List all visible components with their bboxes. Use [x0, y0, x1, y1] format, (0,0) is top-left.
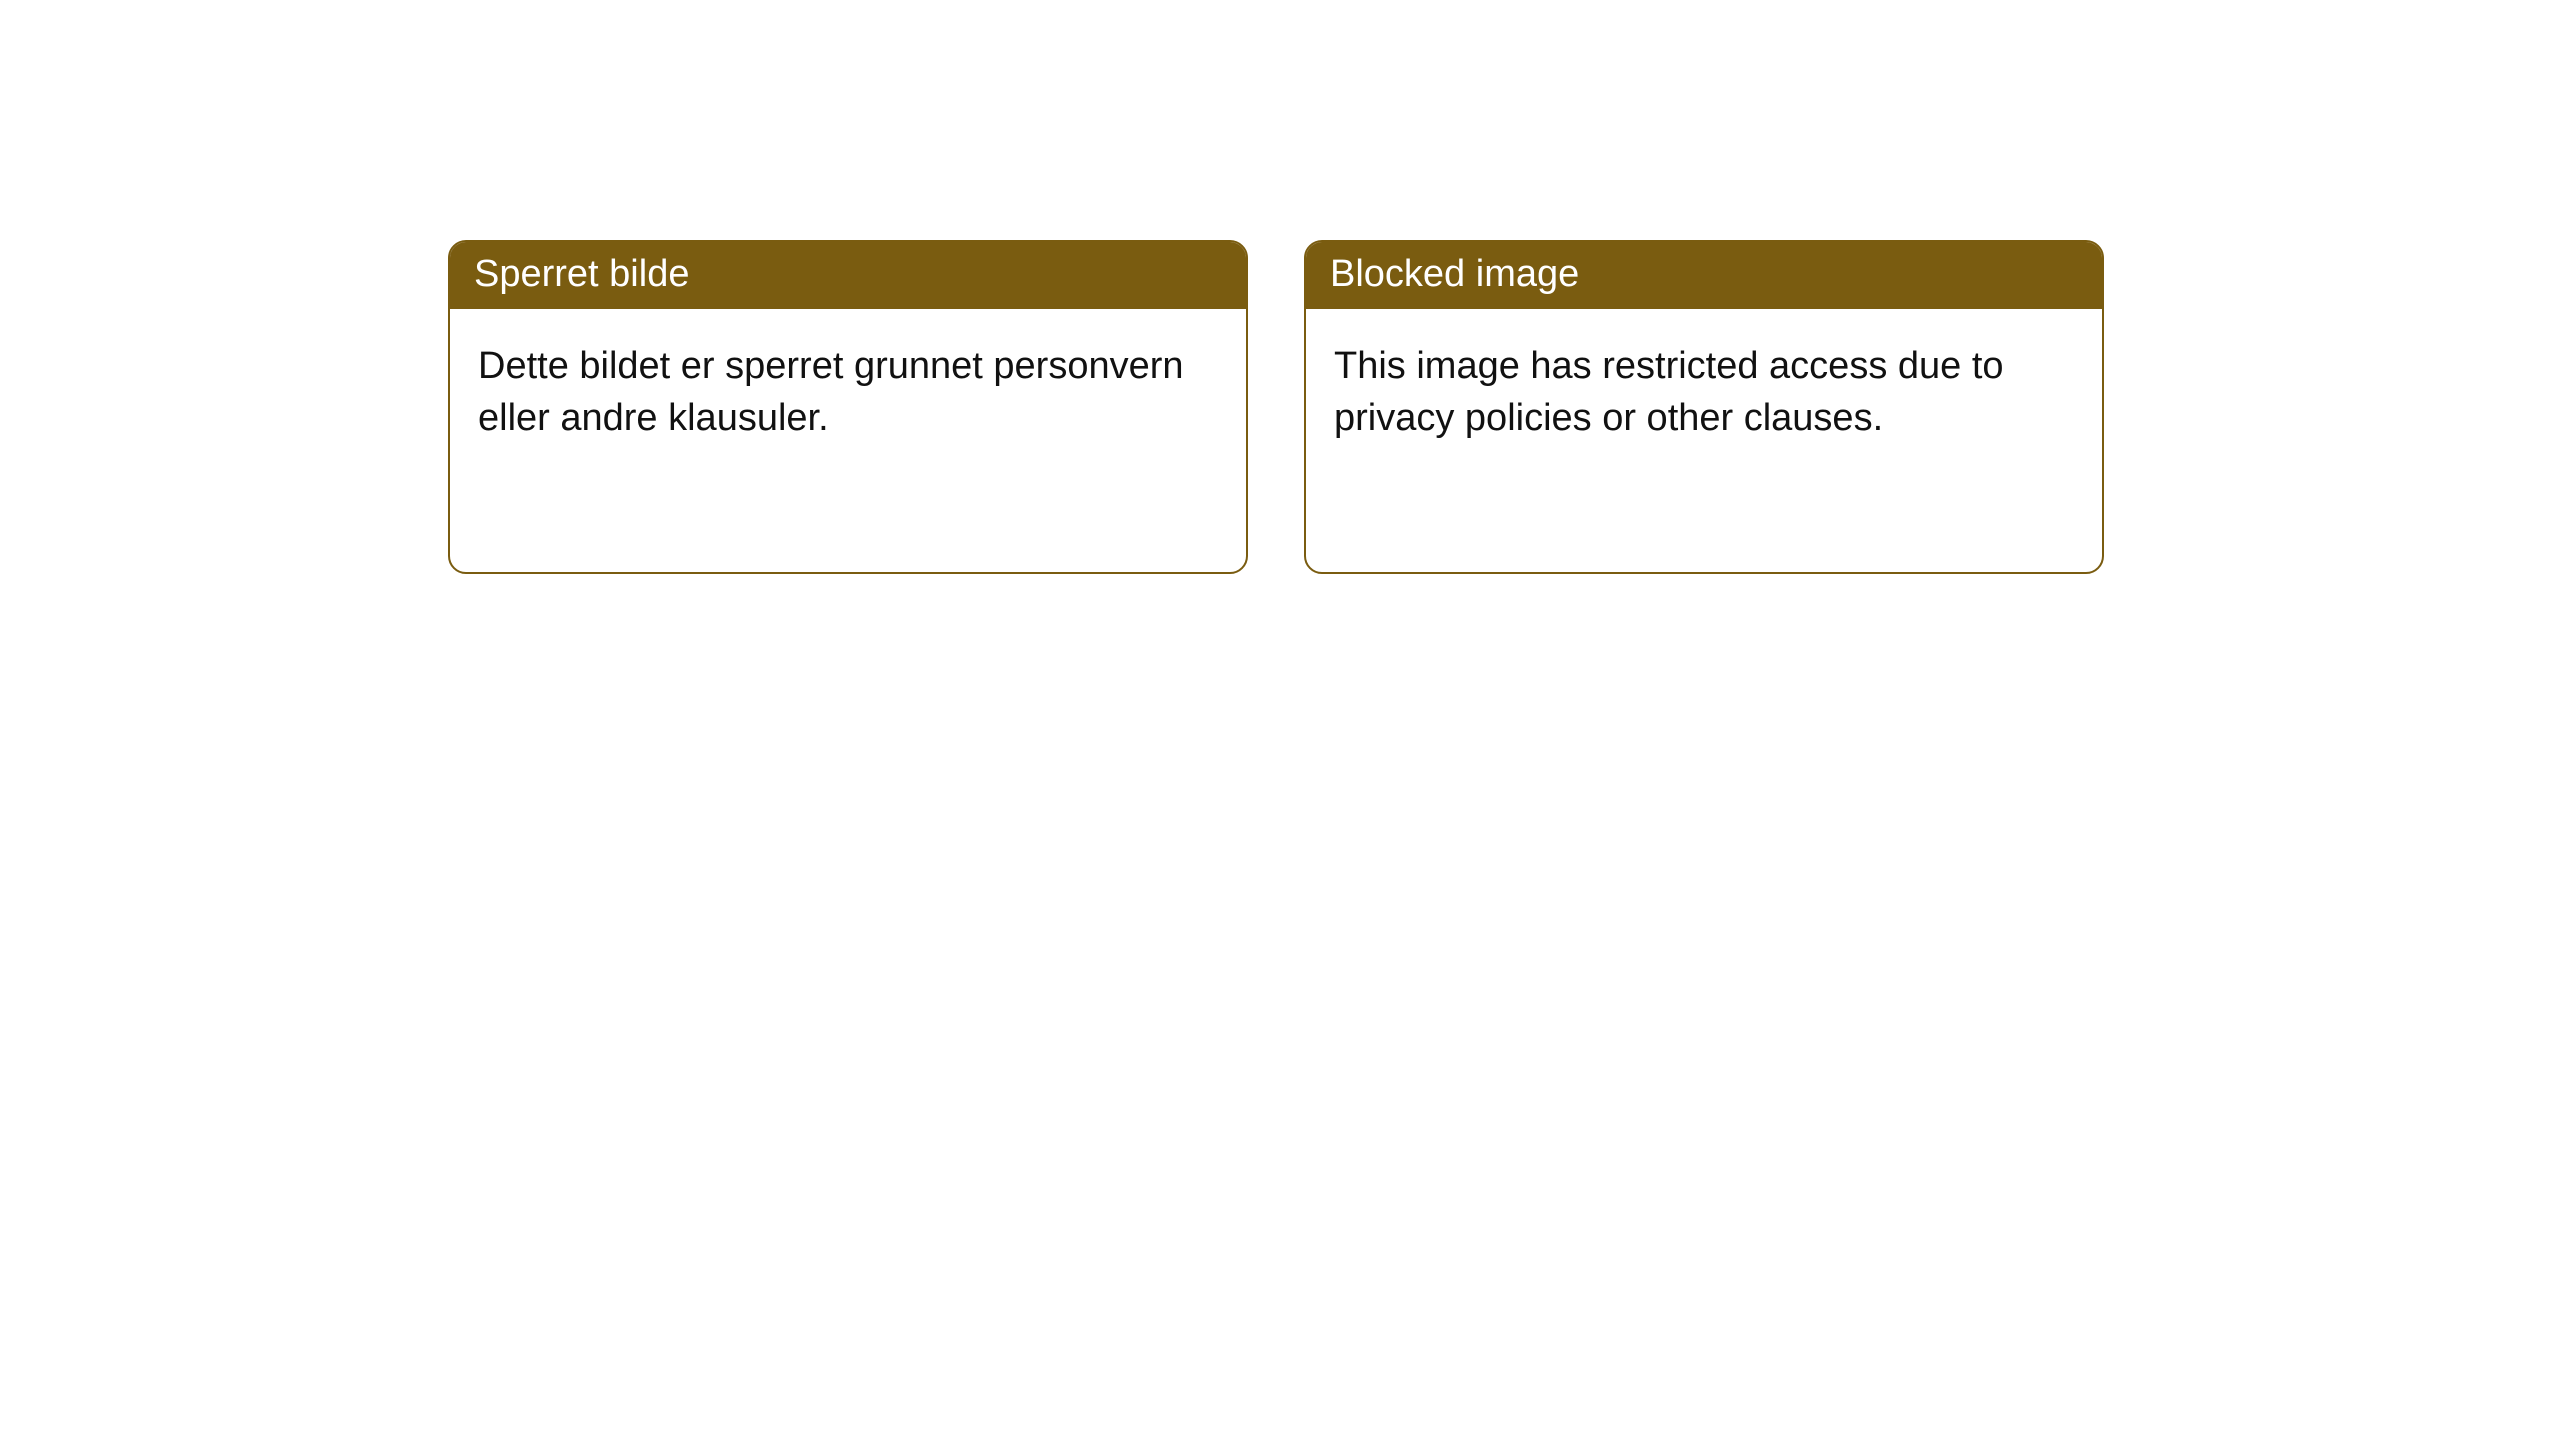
notice-header: Sperret bilde — [450, 242, 1246, 309]
notice-body: This image has restricted access due to … — [1306, 309, 2102, 476]
notice-title: Blocked image — [1330, 253, 1579, 295]
notice-card-no: Sperret bilde Dette bildet er sperret gr… — [448, 240, 1248, 574]
notice-body: Dette bildet er sperret grunnet personve… — [450, 309, 1246, 476]
notice-title: Sperret bilde — [474, 253, 689, 295]
notice-card-en: Blocked image This image has restricted … — [1304, 240, 2104, 574]
notice-header: Blocked image — [1306, 242, 2102, 309]
notice-body-text: Dette bildet er sperret grunnet personve… — [478, 345, 1184, 438]
notice-body-text: This image has restricted access due to … — [1334, 345, 2004, 438]
notice-container: Sperret bilde Dette bildet er sperret gr… — [0, 0, 2560, 574]
